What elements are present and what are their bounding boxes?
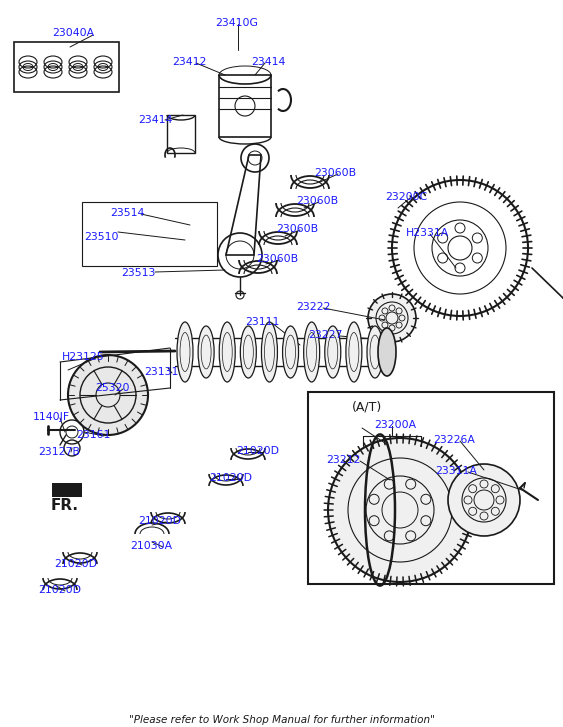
Text: 21030A: 21030A (130, 541, 172, 551)
Bar (14, 42, 119, 92)
Text: 23212: 23212 (326, 455, 360, 465)
Circle shape (68, 355, 148, 435)
Text: 23040A: 23040A (52, 28, 94, 38)
Text: 23200C: 23200C (385, 192, 427, 202)
Bar (219, 75, 271, 137)
Ellipse shape (378, 328, 396, 376)
Text: 23060B: 23060B (314, 168, 356, 178)
Ellipse shape (261, 322, 278, 382)
Text: 23412: 23412 (172, 57, 207, 67)
Text: 21020D: 21020D (138, 516, 181, 526)
Text: 21020D: 21020D (236, 446, 279, 456)
Ellipse shape (177, 322, 193, 382)
Ellipse shape (367, 326, 383, 378)
Text: 23060B: 23060B (296, 196, 338, 206)
Text: 23161: 23161 (76, 430, 110, 440)
Text: 23060B: 23060B (276, 224, 318, 234)
Text: 23410G: 23410G (215, 18, 258, 28)
Text: (A/T): (A/T) (352, 400, 382, 413)
Text: 23127B: 23127B (38, 447, 80, 457)
Text: 21020D: 21020D (54, 559, 97, 569)
Circle shape (328, 438, 472, 582)
Text: 23513: 23513 (121, 268, 155, 278)
Circle shape (368, 294, 416, 342)
Text: 23414: 23414 (138, 115, 172, 125)
Bar (167, 115, 195, 153)
Ellipse shape (219, 322, 235, 382)
Bar (52, 483, 82, 497)
Text: H23125: H23125 (62, 352, 105, 362)
Text: 23227: 23227 (308, 330, 342, 340)
Text: FR.: FR. (51, 498, 79, 513)
Ellipse shape (303, 322, 320, 382)
Text: 21020D: 21020D (38, 585, 81, 595)
Circle shape (448, 464, 520, 536)
Text: 1140JF: 1140JF (33, 412, 70, 422)
Text: 23226A: 23226A (433, 435, 475, 445)
Text: 23222: 23222 (296, 302, 330, 312)
Ellipse shape (240, 326, 256, 378)
Text: 25320: 25320 (95, 383, 129, 393)
Bar (82, 202, 217, 266)
Text: "Please refer to Work Shop Manual for further information": "Please refer to Work Shop Manual for fu… (128, 715, 435, 725)
Text: 23414: 23414 (251, 57, 285, 67)
Text: H2331A: H2331A (406, 228, 449, 238)
Text: 23510: 23510 (84, 232, 118, 242)
Text: 23311A: 23311A (435, 466, 477, 476)
Text: 21020D: 21020D (209, 473, 252, 483)
Text: 23514: 23514 (110, 208, 144, 218)
Text: 23060B: 23060B (256, 254, 298, 264)
Text: 23200A: 23200A (374, 420, 416, 430)
Ellipse shape (198, 326, 214, 378)
Bar (308, 392, 554, 584)
Ellipse shape (283, 326, 298, 378)
Ellipse shape (325, 326, 341, 378)
Text: 23111: 23111 (245, 317, 279, 327)
Ellipse shape (346, 322, 362, 382)
Text: 23131: 23131 (144, 367, 178, 377)
